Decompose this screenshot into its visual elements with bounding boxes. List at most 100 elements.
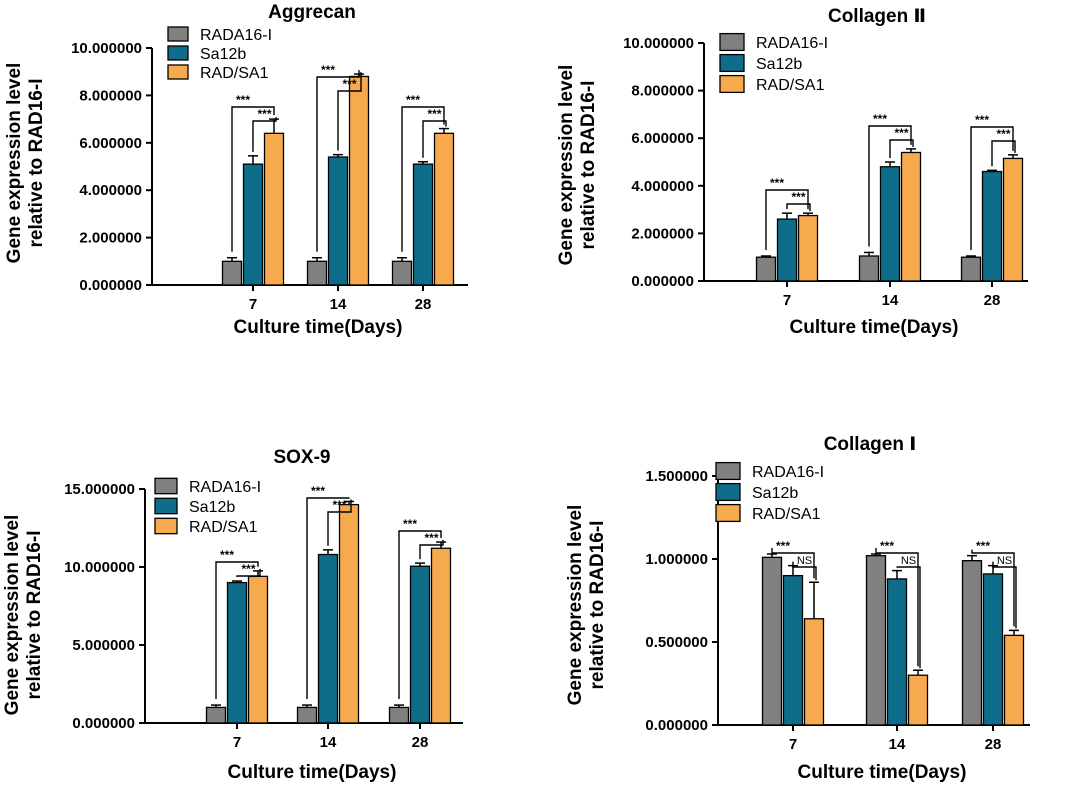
bar-sa12b bbox=[242, 163, 264, 286]
significance-bracket-inner bbox=[422, 120, 447, 158]
x-tick-label: 7 bbox=[233, 734, 241, 751]
legend-swatch bbox=[715, 503, 741, 523]
x-tick-label: 7 bbox=[783, 292, 791, 309]
bar-rada16-i bbox=[296, 706, 318, 724]
bar-sa12b bbox=[886, 578, 908, 726]
bar-rada16-i bbox=[205, 706, 227, 724]
legend-label: Sa12b bbox=[200, 46, 246, 63]
bar-rad-sa1 bbox=[907, 674, 929, 726]
y-tick-label: 0.000000 bbox=[79, 277, 142, 294]
y-axis-label: Gene expression levelrelative to RAD16-I bbox=[565, 505, 608, 706]
bar-rad-sa1 bbox=[247, 575, 269, 724]
y-tick-label: 0.000000 bbox=[72, 715, 135, 732]
significance-label: *** bbox=[976, 539, 990, 553]
significance-bracket-inner bbox=[337, 72, 362, 151]
x-tick-label: 28 bbox=[415, 296, 432, 313]
significance-bracket-outer bbox=[868, 125, 912, 247]
legend-swatch bbox=[154, 477, 178, 495]
significance-bracket-inner bbox=[992, 561, 1017, 629]
x-tick-label: 28 bbox=[984, 292, 1001, 309]
bar-rada16-i bbox=[961, 560, 983, 726]
significance-label: *** bbox=[424, 531, 438, 545]
bar-rad-sa1 bbox=[797, 214, 819, 282]
significance-bracket-outer bbox=[215, 561, 259, 700]
x-tick-label: 14 bbox=[889, 736, 906, 753]
y-tick-label: 8.000000 bbox=[631, 83, 694, 100]
x-tick-label: 14 bbox=[882, 292, 899, 309]
bar-rada16-i bbox=[761, 556, 783, 726]
significance-bracket-inner bbox=[896, 566, 921, 669]
legend-swatch bbox=[715, 482, 741, 502]
chart-title: SOX-9 bbox=[273, 447, 330, 468]
y-tick-label: 0.000000 bbox=[631, 273, 694, 290]
legend-label: Sa12b bbox=[752, 485, 798, 502]
bar-sa12b bbox=[412, 163, 434, 286]
legend-label: RADA16-I bbox=[189, 479, 261, 496]
x-tick-label: 7 bbox=[789, 736, 797, 753]
bar-rad-sa1 bbox=[900, 151, 922, 282]
y-tick-label: 1.000000 bbox=[645, 551, 708, 568]
x-tick-label: 14 bbox=[320, 734, 337, 751]
y-axis-label: Gene expression levelrelative to RAD16-I bbox=[2, 515, 45, 716]
y-tick-label: 8.000000 bbox=[79, 87, 142, 104]
bar-rada16-i bbox=[221, 260, 243, 286]
x-tick-label: 7 bbox=[249, 296, 257, 313]
bar-sa12b bbox=[879, 166, 901, 282]
significance-bracket-outer bbox=[231, 106, 275, 252]
bar-rada16-i bbox=[388, 706, 410, 724]
significance-label: *** bbox=[427, 107, 441, 121]
y-axis-label-line: relative to RAD16-I bbox=[578, 81, 599, 250]
legend-swatch bbox=[167, 26, 189, 42]
legend-label: Sa12b bbox=[189, 499, 235, 516]
bar-sa12b bbox=[409, 565, 431, 724]
chart-panel-1: Aggrecan Gene expression levelrelative to… bbox=[4, 2, 468, 338]
y-tick-label: 4.000000 bbox=[79, 182, 142, 199]
bar-rad-sa1 bbox=[803, 618, 825, 726]
significance-label: *** bbox=[321, 63, 335, 77]
bar-rad-sa1 bbox=[433, 132, 455, 286]
significance-bracket-outer bbox=[970, 126, 1014, 251]
bar-rada16-i bbox=[391, 260, 413, 286]
significance-label: *** bbox=[776, 539, 790, 553]
legend-swatch bbox=[719, 32, 745, 52]
x-tick-label: 14 bbox=[330, 296, 347, 313]
x-axis-label: Culture time(Days) bbox=[234, 317, 403, 338]
legend-label: RAD/SA1 bbox=[756, 77, 825, 94]
y-tick-label: 2.000000 bbox=[79, 230, 142, 247]
chart-title: Aggrecan bbox=[268, 2, 356, 23]
significance-label: *** bbox=[791, 190, 805, 204]
legend-label: RADA16-I bbox=[200, 27, 272, 44]
bar-rad-sa1 bbox=[348, 75, 370, 286]
bar-rad-sa1 bbox=[338, 503, 360, 724]
bar-rad-sa1 bbox=[1002, 157, 1024, 282]
chart-title: Collagen Ⅱ bbox=[828, 6, 926, 27]
y-axis-label-line: Gene expression level bbox=[2, 515, 23, 716]
y-tick-label: 0.500000 bbox=[645, 634, 708, 651]
bar-rad-sa1 bbox=[430, 547, 452, 724]
significance-bracket-outer bbox=[771, 548, 815, 579]
significance-label: *** bbox=[236, 93, 250, 107]
significance-bracket-outer bbox=[875, 548, 919, 667]
legend-label: RAD/SA1 bbox=[189, 519, 258, 536]
bar-sa12b bbox=[776, 218, 798, 282]
y-tick-label: 10.000000 bbox=[64, 559, 135, 576]
significance-label: *** bbox=[975, 113, 989, 127]
significance-label: *** bbox=[770, 176, 784, 190]
significance-label: *** bbox=[996, 127, 1010, 141]
significance-bracket-inner bbox=[327, 499, 352, 546]
chart-panel-3: SOX-9 Gene expression levelrelative to RA… bbox=[2, 447, 463, 783]
legend-swatch bbox=[719, 74, 745, 94]
y-tick-label: 6.000000 bbox=[79, 135, 142, 152]
significance-bracket-inner bbox=[991, 140, 1016, 167]
legend-label: RAD/SA1 bbox=[200, 65, 269, 82]
legend-swatch bbox=[167, 45, 189, 61]
bar-rada16-i bbox=[755, 256, 777, 282]
legend-label: Sa12b bbox=[756, 56, 802, 73]
legend-swatch bbox=[154, 517, 178, 535]
significance-label: *** bbox=[342, 77, 356, 91]
legend-label: RADA16-I bbox=[752, 464, 824, 481]
y-tick-label: 10.000000 bbox=[623, 35, 694, 52]
significance-label: *** bbox=[332, 498, 346, 512]
y-tick-label: 0.000000 bbox=[645, 717, 708, 734]
bar-rada16-i bbox=[858, 255, 880, 282]
